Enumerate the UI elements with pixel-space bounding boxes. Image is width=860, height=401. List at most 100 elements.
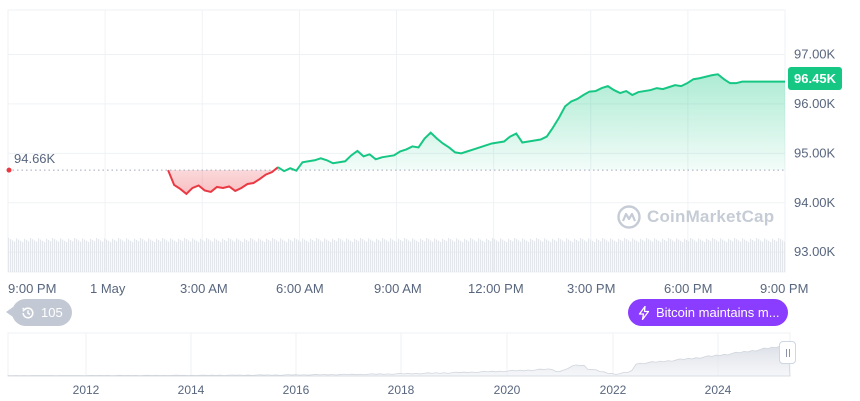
volume-bar	[506, 242, 508, 272]
x-tick-label: 3:00 PM	[567, 281, 615, 296]
volume-bar	[184, 238, 186, 272]
volume-bar	[562, 240, 564, 272]
volume-bar	[510, 240, 512, 272]
up-area-fill	[278, 74, 785, 172]
current-price-badge: 96.45K	[788, 67, 842, 90]
volume-bar	[200, 238, 202, 272]
volume-bar	[432, 241, 434, 272]
volume-bar	[106, 239, 108, 272]
volume-bar	[82, 238, 84, 272]
volume-bar	[516, 239, 518, 272]
volume-bar	[42, 240, 44, 272]
volume-bar	[246, 240, 248, 272]
volume-bar	[740, 241, 742, 272]
watermark: CoinMarketCap	[617, 205, 774, 229]
volume-bar	[638, 242, 640, 272]
volume-bar	[118, 238, 120, 272]
volume-bar	[278, 241, 280, 272]
volume-bar	[578, 241, 580, 272]
volume-bar	[30, 238, 32, 272]
x-axis-labels: 9:00 PM 1 May 3:00 AM 6:00 AM 9:00 AM 12:00 P…	[8, 281, 808, 296]
volume-bar	[486, 238, 488, 272]
volume-bar	[650, 240, 652, 272]
navigator-year-label: 2012	[73, 383, 100, 397]
volume-bar	[282, 239, 284, 272]
volume-bar	[702, 240, 704, 272]
x-tick-label: 3:00 AM	[180, 281, 228, 296]
volume-bar	[704, 242, 706, 272]
navigator-area-fill	[7, 344, 791, 377]
x-tick-label: 9:00 PM	[760, 281, 808, 296]
y-tick-label: 97.00K	[794, 46, 836, 61]
volume-bar	[78, 240, 80, 272]
volume-bar	[234, 241, 236, 272]
volume-bar	[352, 242, 354, 272]
volume-bar	[572, 242, 574, 272]
volume-bar	[780, 239, 782, 272]
volume-bar	[240, 240, 242, 272]
volume-bar	[100, 240, 102, 272]
navigator-year-label: 2014	[178, 383, 205, 397]
volume-bar	[620, 240, 622, 272]
volume-bar	[714, 239, 716, 272]
volume-bar	[400, 240, 402, 272]
volume-bar	[172, 239, 174, 272]
volume-bar	[342, 240, 344, 272]
volume-bar	[366, 241, 368, 272]
volume-bar	[384, 239, 386, 272]
volume-bar	[72, 241, 74, 272]
volume-bar	[16, 238, 18, 272]
volume-bar	[410, 241, 412, 272]
volume-bar	[632, 238, 634, 272]
volume-bar	[666, 241, 668, 272]
volume-bar	[150, 239, 152, 272]
volume-bar	[558, 238, 560, 272]
volume-bar	[336, 241, 338, 272]
x-tick-label: 9:00 PM	[8, 281, 56, 296]
volume-bar	[324, 238, 326, 272]
volume-bar	[554, 240, 556, 272]
navigator-year-label: 2020	[494, 383, 521, 397]
volume-bar	[290, 240, 292, 272]
volume-bar	[726, 242, 728, 272]
volume-bar	[414, 239, 416, 272]
navigator-area[interactable]	[7, 332, 791, 377]
x-tick-label: 1 May	[90, 281, 126, 296]
navigator-scroll-handle[interactable]	[779, 341, 796, 364]
volume-bar	[734, 238, 736, 272]
volume-bar	[754, 241, 756, 272]
up-price-line	[277, 73, 785, 173]
price-fill-areas	[168, 74, 785, 194]
volume-bar	[406, 239, 408, 272]
volume-bar	[212, 241, 214, 272]
volume-bar	[470, 238, 472, 272]
volume-bar	[364, 240, 366, 272]
volume-bar	[152, 240, 154, 272]
volume-bar	[76, 239, 78, 272]
volume-bar	[624, 238, 626, 272]
volume-bar	[50, 241, 52, 272]
x-tick-label: 12:00 PM	[468, 281, 524, 296]
volume-bar	[766, 239, 768, 272]
volume-bar	[736, 239, 738, 272]
news-button[interactable]: Bitcoin maintains m...	[628, 299, 788, 326]
volume-bar	[340, 239, 342, 272]
volume-bar	[254, 240, 256, 272]
volume-bar	[548, 240, 550, 272]
volume-bar	[668, 238, 670, 272]
volume-bar	[662, 238, 664, 272]
volume-bar	[32, 239, 34, 272]
volume-bar	[354, 238, 356, 272]
volume-bar	[402, 241, 404, 272]
history-button[interactable]: 105	[6, 299, 72, 326]
volume-bar	[710, 241, 712, 272]
volume-bar	[160, 241, 162, 272]
volume-bar	[728, 238, 730, 272]
volume-bar	[570, 240, 572, 272]
volume-bar	[98, 239, 100, 272]
volume-bar	[176, 242, 178, 272]
volume-bar	[534, 241, 536, 272]
volume-bar	[418, 242, 420, 272]
volume-bar	[188, 240, 190, 272]
